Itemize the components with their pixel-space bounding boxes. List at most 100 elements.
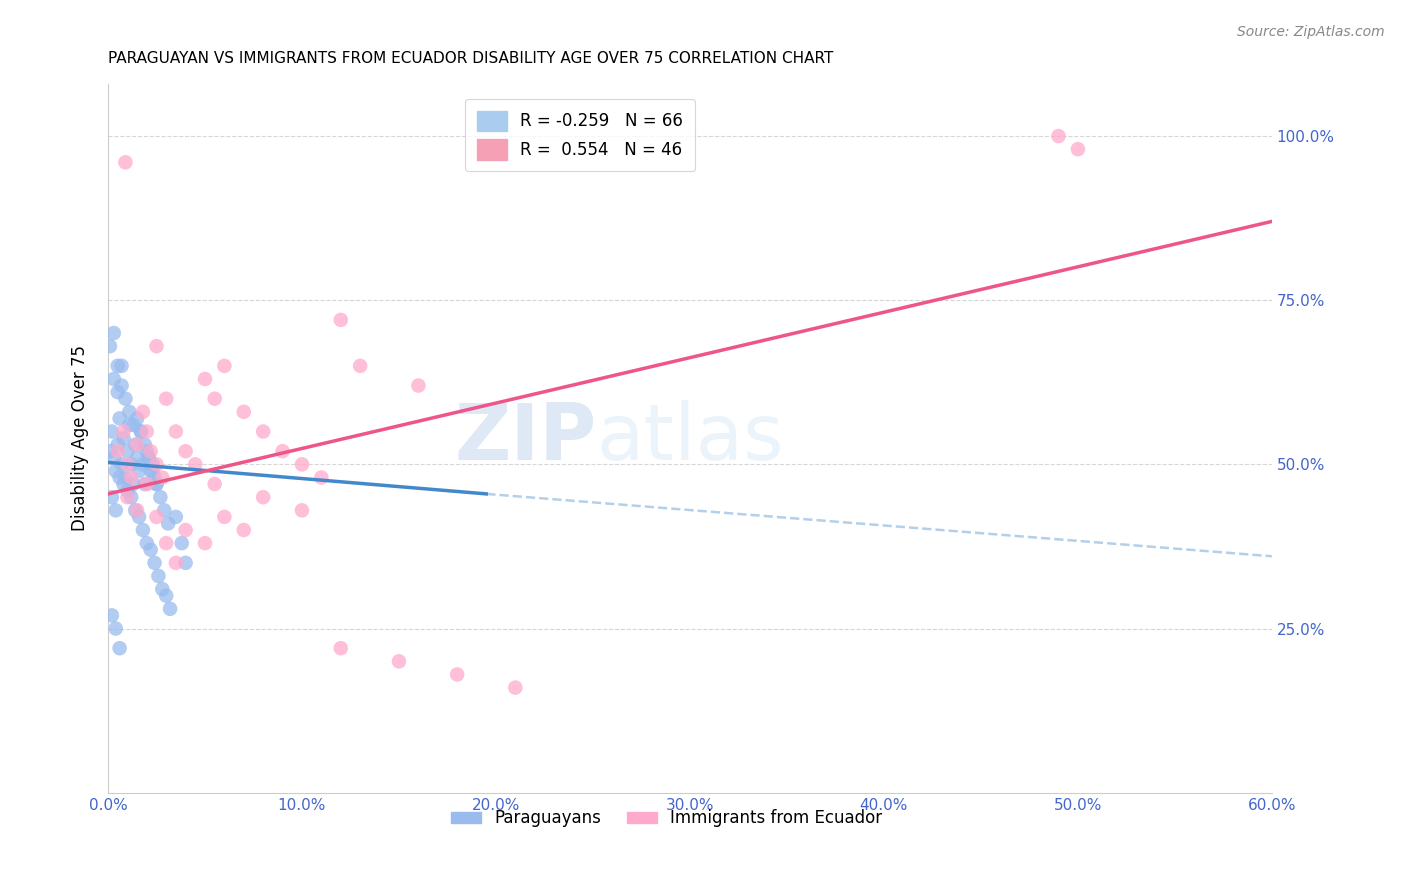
Point [174, 444, 197, 458]
Point [138, 450, 160, 465]
Point [349, 359, 371, 373]
Point [110, 458, 132, 472]
Point [107, 385, 129, 400]
Point [114, 470, 136, 484]
Point [311, 470, 333, 484]
Point [139, 444, 162, 458]
Point [129, 425, 152, 439]
Point [155, 589, 177, 603]
Point [101, 608, 124, 623]
Point [142, 464, 165, 478]
Point [291, 458, 314, 472]
Point [114, 155, 136, 169]
Point [108, 411, 131, 425]
Point [127, 503, 149, 517]
Point [139, 542, 162, 557]
Point [150, 582, 173, 596]
Point [120, 470, 142, 484]
Point [1067, 142, 1090, 156]
Point [132, 405, 155, 419]
Point [98, 339, 121, 353]
Text: atlas: atlas [596, 401, 785, 476]
Text: PARAGUAYAN VS IMMIGRANTS FROM ECUADOR DISABILITY AGE OVER 75 CORRELATION CHART: PARAGUAYAN VS IMMIGRANTS FROM ECUADOR DI… [108, 51, 834, 66]
Point [134, 477, 156, 491]
Point [214, 509, 236, 524]
Point [145, 477, 167, 491]
Point [142, 458, 165, 472]
Point [165, 509, 187, 524]
Point [143, 556, 166, 570]
Point [110, 359, 132, 373]
Point [194, 536, 217, 550]
Point [153, 503, 176, 517]
Point [135, 477, 157, 491]
Point [122, 477, 145, 491]
Point [138, 450, 160, 465]
Point [252, 490, 274, 504]
Point [127, 411, 149, 425]
Point [232, 405, 254, 419]
Point [112, 431, 135, 445]
Point [145, 458, 167, 472]
Point [124, 437, 146, 451]
Point [505, 681, 527, 695]
Point [204, 477, 226, 491]
Point [139, 464, 162, 478]
Point [124, 503, 146, 517]
Point [148, 569, 170, 583]
Point [132, 458, 155, 472]
Point [143, 470, 166, 484]
Point [145, 339, 167, 353]
Point [112, 477, 135, 491]
Point [114, 392, 136, 406]
Point [135, 444, 157, 458]
Point [329, 313, 352, 327]
Point [103, 450, 125, 465]
Point [120, 458, 142, 472]
Point [104, 622, 127, 636]
Point [145, 509, 167, 524]
Point [174, 523, 197, 537]
Point [165, 556, 187, 570]
Point [128, 464, 150, 478]
Point [110, 378, 132, 392]
Point [107, 437, 129, 451]
Point [117, 490, 139, 504]
Point [388, 654, 411, 668]
Point [170, 536, 193, 550]
Point [107, 444, 129, 458]
Point [98, 444, 121, 458]
Point [271, 444, 294, 458]
Point [108, 470, 131, 484]
Point [291, 503, 314, 517]
Point [103, 372, 125, 386]
Point [118, 417, 141, 432]
Point [232, 523, 254, 537]
Legend: Paraguayans, Immigrants from Ecuador: Paraguayans, Immigrants from Ecuador [444, 803, 889, 834]
Point [135, 425, 157, 439]
Point [159, 602, 181, 616]
Point [101, 425, 124, 439]
Point [134, 437, 156, 451]
Point [117, 444, 139, 458]
Point [127, 450, 149, 465]
Point [149, 490, 172, 504]
Point [155, 392, 177, 406]
Point [127, 437, 149, 451]
Y-axis label: Disability Age Over 75: Disability Age Over 75 [72, 345, 89, 531]
Text: ZIP: ZIP [454, 401, 596, 476]
Point [329, 641, 352, 656]
Point [194, 372, 217, 386]
Point [150, 470, 173, 484]
Point [103, 326, 125, 340]
Point [446, 667, 468, 681]
Point [117, 458, 139, 472]
Point [129, 425, 152, 439]
Point [1047, 129, 1070, 144]
Point [117, 483, 139, 498]
Point [155, 536, 177, 550]
Point [165, 425, 187, 439]
Point [252, 425, 274, 439]
Text: Source: ZipAtlas.com: Source: ZipAtlas.com [1237, 25, 1385, 39]
Point [122, 417, 145, 432]
